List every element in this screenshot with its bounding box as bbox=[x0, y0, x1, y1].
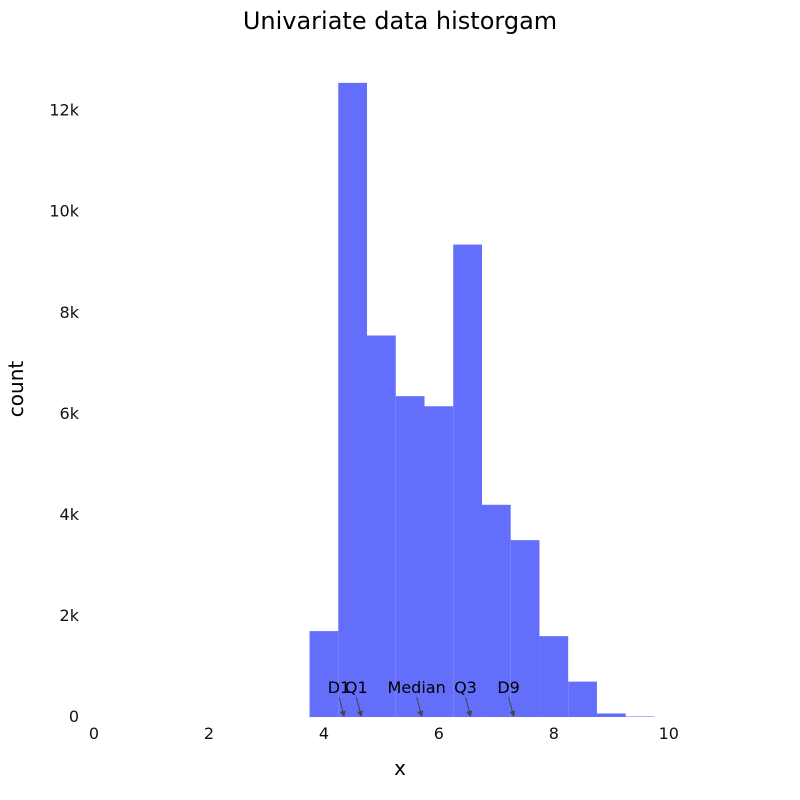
histogram-bar-10 bbox=[596, 713, 626, 717]
y-tick-label-4: 8k bbox=[60, 303, 80, 322]
annotation-d9-arrow bbox=[508, 696, 516, 717]
x-tick-label-2: 4 bbox=[319, 724, 329, 743]
annotation-d1-arrow bbox=[338, 696, 346, 717]
annotation-d9-label: D9 bbox=[497, 678, 520, 697]
histogram-bar-5 bbox=[453, 244, 482, 717]
histogram-bar-7 bbox=[510, 540, 540, 717]
annotation-q1-arrow bbox=[355, 696, 363, 717]
histogram-bar-2 bbox=[367, 335, 396, 717]
x-tick-label-5: 10 bbox=[659, 724, 679, 743]
x-tick-label-1: 2 bbox=[204, 724, 214, 743]
x-axis-title: x bbox=[394, 756, 406, 780]
annotation-q1-label: Q1 bbox=[345, 678, 368, 697]
histogram-bar-1 bbox=[338, 82, 368, 718]
y-tick-label-3: 6k bbox=[60, 404, 80, 423]
histogram-bar-11 bbox=[625, 716, 655, 717]
histogram-bar-6 bbox=[481, 504, 511, 717]
x-tick-label-0: 0 bbox=[89, 724, 99, 743]
annotation-d1-label: D1 bbox=[328, 678, 351, 697]
bars-group bbox=[309, 82, 655, 718]
y-tick-label-2: 4k bbox=[60, 505, 80, 524]
histogram-bar-8 bbox=[539, 636, 569, 717]
chart-title: Univariate data historgam bbox=[243, 7, 557, 35]
annotation-median-arrow bbox=[416, 696, 424, 717]
histogram-bar-3 bbox=[395, 396, 425, 717]
y-tick-label-6: 12k bbox=[49, 101, 79, 120]
annotation-q3-arrow bbox=[464, 696, 473, 717]
y-tick-label-5: 10k bbox=[49, 202, 79, 221]
x-tick-label-3: 6 bbox=[434, 724, 444, 743]
x-tick-label-4: 8 bbox=[549, 724, 559, 743]
histogram-bar-0 bbox=[309, 631, 339, 717]
y-axis-ticks: 0 2k 4k 6k 8k 10k 12k bbox=[49, 101, 79, 726]
histogram-bar-4 bbox=[424, 406, 454, 717]
y-tick-label-1: 2k bbox=[60, 606, 80, 625]
x-axis-ticks: 0 2 4 6 8 10 bbox=[89, 724, 679, 743]
annotation-median-label: Median bbox=[388, 678, 446, 697]
annotation-q3-label: Q3 bbox=[454, 678, 477, 697]
histogram-bar-9 bbox=[568, 681, 597, 717]
y-axis-title: count bbox=[4, 361, 28, 418]
y-tick-label-0: 0 bbox=[69, 707, 79, 726]
